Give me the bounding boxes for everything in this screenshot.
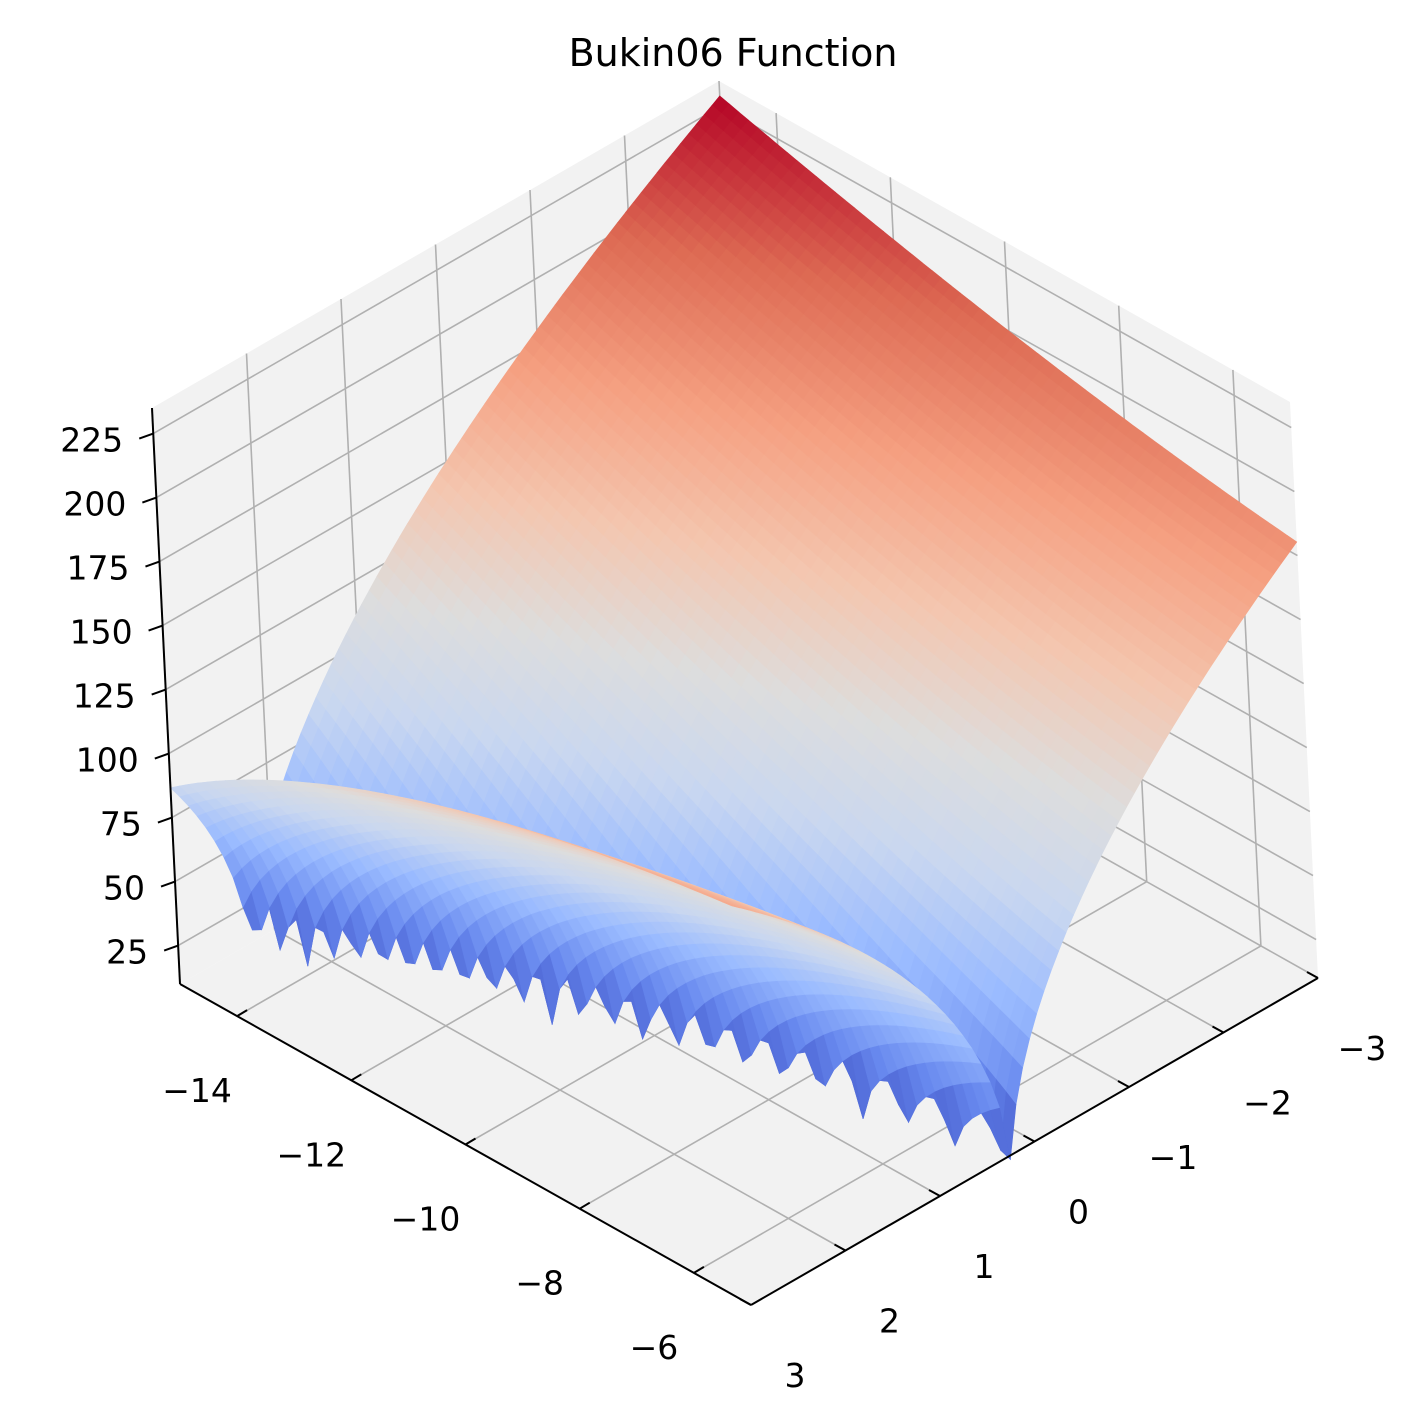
z-tick (138, 432, 154, 440)
surface-plot (169, 95, 1298, 1161)
x-tick-label: −14 (162, 1071, 232, 1110)
x-tick-label: −8 (515, 1264, 564, 1303)
z-tick (148, 624, 163, 632)
x-tick-label: −12 (276, 1135, 346, 1174)
z-tick (163, 944, 179, 952)
z-tick (151, 688, 167, 696)
grid-z-left (152, 105, 721, 435)
z-tick (145, 560, 160, 568)
y-tick-label: 0 (1068, 1193, 1089, 1232)
grid-y-floor (274, 928, 846, 1252)
z-tick (157, 816, 173, 824)
y-tick-label: 3 (785, 1356, 806, 1395)
z-tick-label: 100 (76, 741, 139, 780)
z-tick-label: 200 (63, 485, 126, 524)
z-tick-label: 225 (60, 421, 123, 460)
y-tick-label: −2 (1243, 1084, 1292, 1123)
y-tick-label: 1 (974, 1247, 995, 1286)
z-tick-label: 150 (70, 613, 133, 652)
x-tick-label: −6 (630, 1328, 679, 1367)
z-tick-label: 25 (106, 933, 148, 972)
y-tick-label: −1 (1149, 1138, 1198, 1177)
y-tick-label: 2 (879, 1302, 900, 1341)
z-tick-label: 50 (103, 869, 145, 908)
y-tick-label: −3 (1338, 1029, 1387, 1068)
grid-z-right (719, 105, 1292, 429)
z-tick (160, 880, 176, 888)
z-tick (142, 496, 157, 504)
z-tick-label: 175 (67, 549, 130, 588)
z-tick-label: 75 (100, 805, 142, 844)
chart-title: Bukin06 Function (569, 31, 898, 75)
z-tick-label: 125 (73, 677, 136, 716)
x-tick-label: −10 (391, 1200, 461, 1239)
z-tick (154, 752, 170, 760)
grid-x-wall (1232, 369, 1262, 946)
